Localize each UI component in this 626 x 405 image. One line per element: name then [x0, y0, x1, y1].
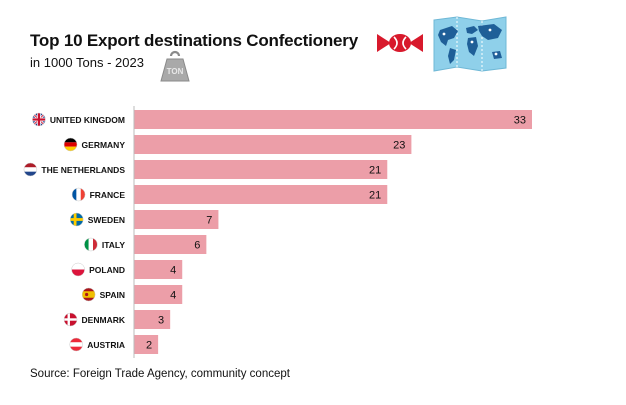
chart-title: Top 10 Export destinations Confectionery — [30, 31, 358, 50]
netherlands-flag-icon — [23, 162, 38, 177]
data-label: 4 — [170, 290, 176, 302]
spain-flag-icon — [81, 287, 96, 302]
bar-the-netherlands — [134, 160, 388, 179]
weight-icon: TON — [160, 50, 190, 82]
italy-flag-icon — [84, 237, 98, 252]
bar-united-kingdom — [134, 110, 532, 129]
category-label: SPAIN — [100, 290, 125, 300]
data-label: 7 — [206, 215, 212, 227]
poland-flag-icon — [71, 262, 85, 277]
denmark-flag-icon — [63, 312, 78, 327]
sweden-flag-icon — [69, 212, 84, 227]
category-label: THE NETHERLANDS — [41, 165, 125, 175]
category-label: DENMARK — [82, 315, 126, 325]
data-label: 4 — [170, 265, 176, 277]
bar-italy — [134, 235, 207, 254]
category-label: POLAND — [89, 265, 125, 275]
data-label: 21 — [369, 165, 381, 177]
data-label: 6 — [194, 240, 200, 252]
category-label: UNITED KINGDOM — [50, 115, 125, 125]
category-label: FRANCE — [90, 190, 126, 200]
germany-flag-icon — [63, 137, 78, 152]
category-label: ITALY — [102, 240, 125, 250]
data-label: 33 — [514, 115, 526, 127]
category-label: AUSTRIA — [87, 340, 125, 350]
bar-spain — [134, 285, 183, 304]
source-note: Source: Foreign Trade Agency, community … — [30, 368, 290, 380]
chart-subtitle: in 1000 Tons - 2023 — [30, 55, 144, 70]
data-label: 21 — [369, 190, 381, 202]
france-flag-icon — [71, 187, 86, 202]
data-label: 3 — [158, 315, 164, 327]
bar-germany — [134, 135, 412, 154]
bar-france — [134, 185, 388, 204]
world-map-icon — [433, 16, 507, 72]
data-label: 23 — [393, 140, 405, 152]
data-label: 2 — [146, 340, 152, 352]
bar-poland — [134, 260, 183, 279]
austria-flag-icon — [69, 337, 83, 352]
bar-denmark — [134, 310, 171, 329]
bar-austria — [134, 335, 159, 354]
weight-icon-label: TON — [167, 67, 184, 76]
bar-sweden — [134, 210, 219, 229]
uk-flag-icon — [32, 112, 46, 127]
category-label: SWEDEN — [88, 215, 125, 225]
category-label: GERMANY — [82, 140, 126, 150]
candy-icon — [377, 34, 423, 52]
